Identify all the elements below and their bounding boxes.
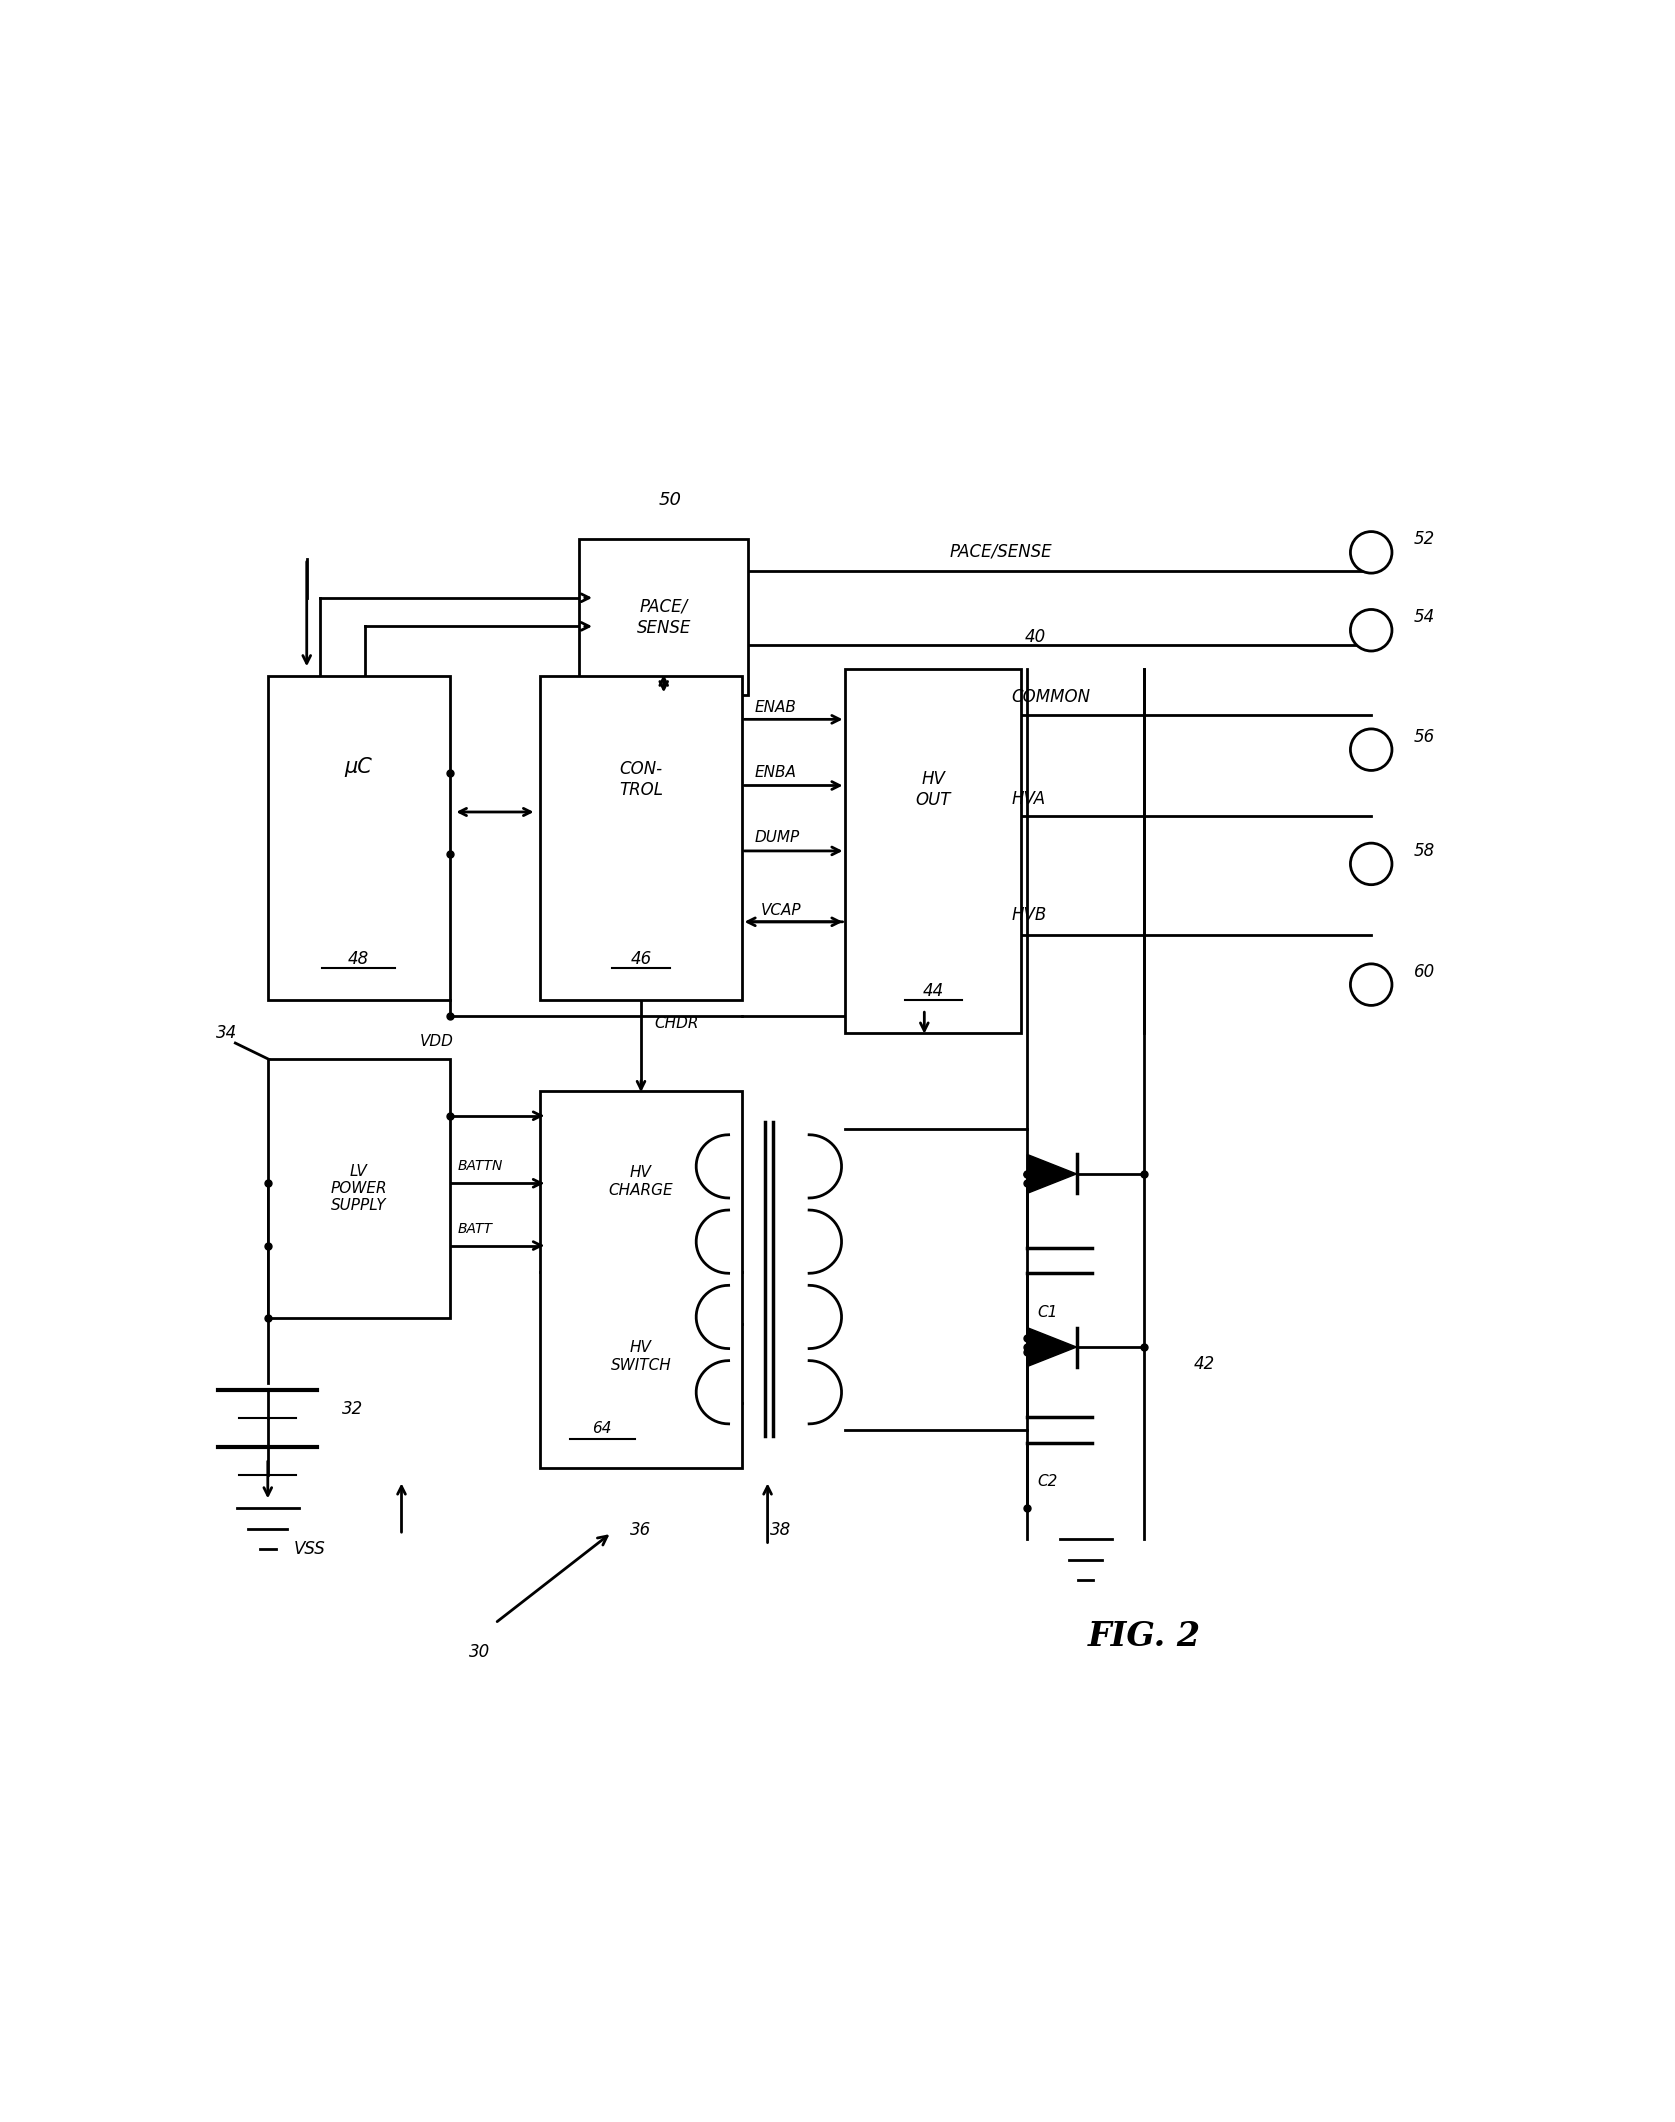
Text: 42: 42 [1193,1354,1214,1373]
Circle shape [1350,728,1392,770]
Text: 44: 44 [923,982,943,999]
Text: C2: C2 [1037,1475,1059,1490]
Text: C1: C1 [1037,1305,1059,1320]
Text: HV
SWITCH: HV SWITCH [611,1341,672,1373]
Bar [541,1091,742,1468]
Text: 32: 32 [342,1401,363,1417]
Text: 54: 54 [1414,609,1435,626]
Text: CHDR: CHDR [653,1016,698,1031]
Text: HV
CHARGE: HV CHARGE [608,1165,673,1197]
Text: 40: 40 [1025,628,1045,645]
Polygon shape [1027,1154,1077,1193]
Text: PACE/
SENSE: PACE/ SENSE [636,598,690,637]
Text: 38: 38 [770,1521,791,1538]
Text: BATT: BATT [457,1222,492,1235]
Text: 52: 52 [1414,530,1435,547]
Bar [846,668,1020,1033]
Text: 36: 36 [630,1521,652,1538]
Text: 64: 64 [593,1422,611,1437]
Circle shape [1350,842,1392,885]
Polygon shape [1027,1328,1077,1367]
Circle shape [1350,533,1392,573]
Text: 48: 48 [348,951,368,968]
Text: LV
POWER
SUPPLY: LV POWER SUPPLY [330,1163,387,1214]
Text: VCAP: VCAP [760,904,802,919]
Bar [268,675,449,999]
Circle shape [1350,963,1392,1006]
Text: 46: 46 [630,951,652,968]
Text: ENBA: ENBA [755,766,797,781]
Text: HVB: HVB [1012,906,1047,925]
Text: PACE/SENSE: PACE/SENSE [950,543,1052,560]
Bar [268,1059,449,1318]
Text: HVA: HVA [1012,789,1045,808]
Bar [580,539,749,696]
Text: 58: 58 [1414,842,1435,859]
Text: ENAB: ENAB [755,700,797,715]
Text: 34: 34 [216,1023,238,1042]
Text: 56: 56 [1414,728,1435,745]
Text: HV
OUT: HV OUT [916,770,951,808]
Text: µC: µC [345,758,372,777]
Text: CON-
TROL: CON- TROL [620,760,663,798]
Text: FIG. 2: FIG. 2 [1087,1619,1201,1653]
Text: 50: 50 [658,492,682,509]
Text: 30: 30 [469,1642,491,1662]
Text: BATTN: BATTN [457,1159,502,1173]
Text: VDD: VDD [420,1033,454,1048]
Text: VSS: VSS [293,1541,325,1558]
Circle shape [1350,609,1392,651]
Text: DUMP: DUMP [755,830,801,845]
Text: COMMON: COMMON [1012,688,1090,707]
Text: 60: 60 [1414,963,1435,980]
Bar [541,675,742,999]
